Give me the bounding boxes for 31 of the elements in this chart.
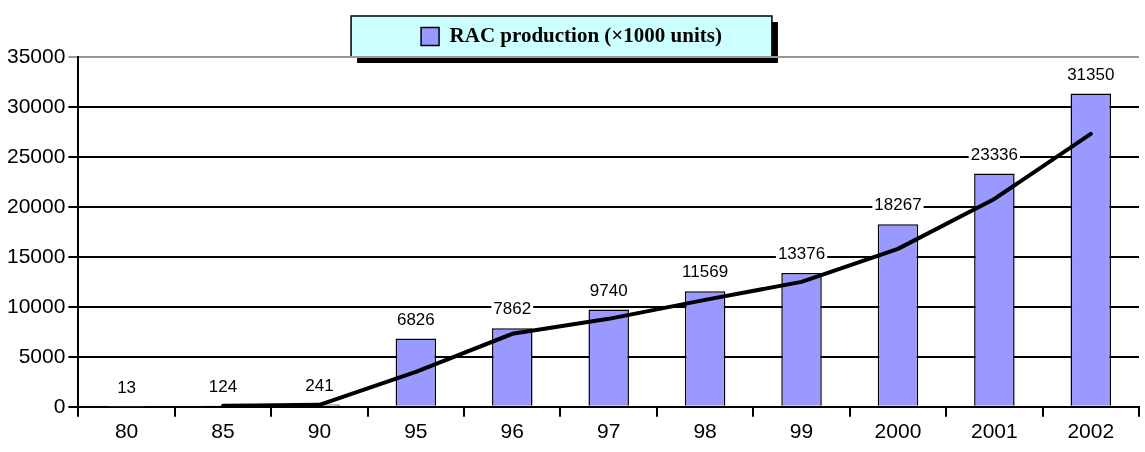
data-label: 6826 <box>396 309 435 329</box>
x-tick-label: 2002 <box>1067 419 1115 443</box>
data-label: 241 <box>305 375 334 395</box>
x-tick-label: 99 <box>789 419 814 443</box>
y-tick-label: 15000 <box>6 243 66 267</box>
y-tick-label: 10000 <box>6 293 66 317</box>
y-tick-label: 20000 <box>6 193 66 217</box>
y-tick-label: 30000 <box>6 93 66 117</box>
data-label: 31350 <box>1067 64 1115 84</box>
x-tick-label: 98 <box>693 419 717 443</box>
data-label: 11569 <box>682 262 729 282</box>
x-tick-label: 97 <box>597 419 621 443</box>
data-label: 13376 <box>777 244 826 264</box>
x-tick-label: 85 <box>211 419 235 443</box>
x-tick-label: 2001 <box>971 419 1018 443</box>
data-label: 18267 <box>874 195 922 215</box>
data-label: 7862 <box>493 299 532 319</box>
y-tick-label: 5000 <box>18 343 66 367</box>
data-label: 9740 <box>589 280 628 300</box>
x-tick-label: 80 <box>114 419 139 443</box>
y-tick-label: 25000 <box>6 143 66 167</box>
x-tick-label: 96 <box>500 419 524 443</box>
x-tick-label: 2000 <box>874 419 922 443</box>
data-label: 13 <box>117 377 137 397</box>
y-tick-label: 0 <box>53 393 66 417</box>
data-label: 23336 <box>970 144 1019 164</box>
y-tick-label: 35000 <box>6 43 66 67</box>
data-label: 124 <box>208 376 238 396</box>
legend-label: RAC production (×1000 units) <box>449 22 722 47</box>
x-tick-label: 95 <box>404 419 428 443</box>
x-tick-label: 90 <box>307 419 332 443</box>
